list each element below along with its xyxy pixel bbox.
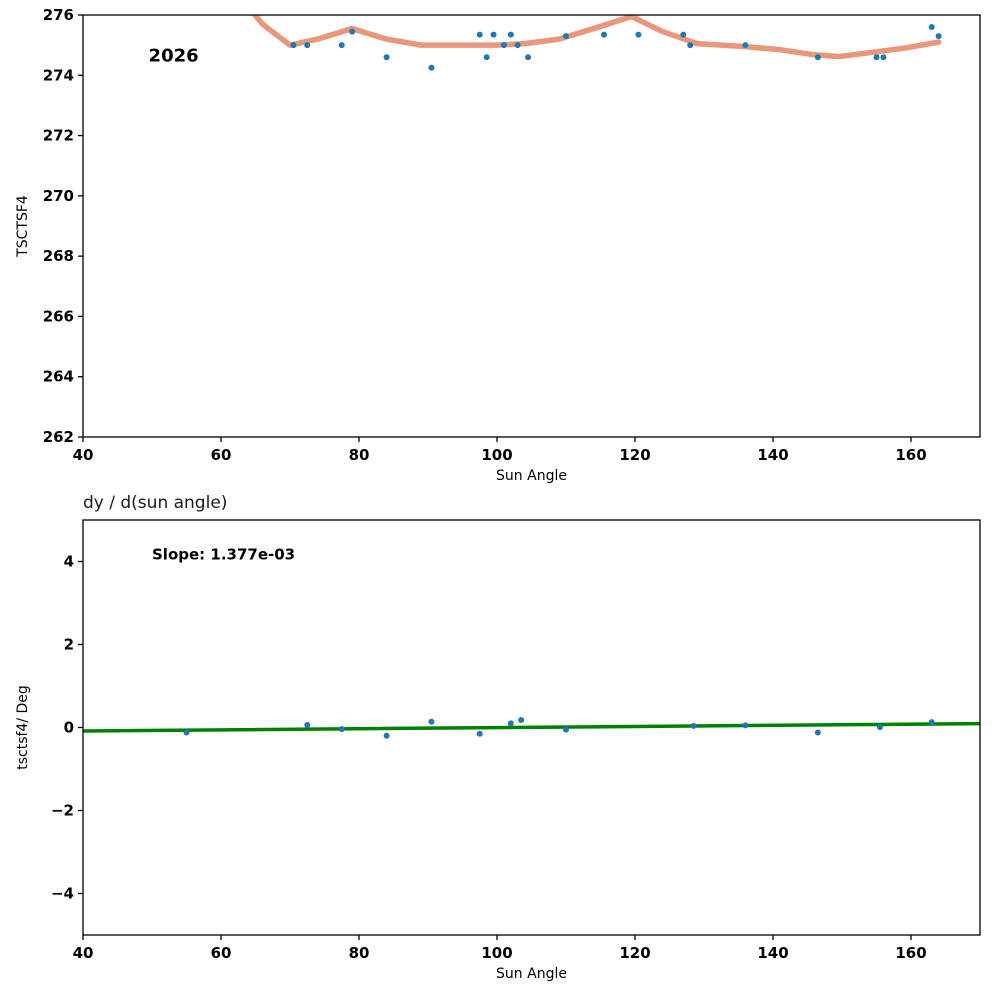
y-tick-label: 266 — [43, 307, 74, 325]
data-point — [338, 42, 345, 49]
y-tick-label: 2 — [64, 636, 74, 654]
y-tick-label: 272 — [43, 127, 74, 145]
y-tick-label: 264 — [43, 368, 74, 386]
data-point — [880, 54, 887, 61]
data-point — [563, 33, 569, 40]
data-point — [490, 31, 497, 38]
trend-line — [251, 15, 942, 60]
tsctsf4-points — [290, 24, 942, 71]
data-point — [563, 726, 569, 733]
data-point — [514, 42, 521, 49]
y-tick-label: 4 — [64, 553, 74, 571]
plot-area — [251, 15, 942, 71]
annotation: Slope: 1.377e-03 — [152, 545, 295, 563]
chart-title: dy / d(sun angle) — [83, 493, 227, 513]
plot-area — [83, 717, 980, 739]
x-tick-label: 120 — [619, 944, 650, 962]
data-point — [742, 722, 749, 729]
top-chart: 40 60 80 100 120 140 160 262 264 266 268 270 272 274 2… — [15, 6, 981, 484]
data-point — [290, 42, 297, 49]
x-axis-label: Sun Angle — [496, 468, 567, 484]
derivative-points — [183, 717, 935, 739]
data-point — [383, 732, 390, 739]
data-point — [383, 54, 390, 61]
x-tick-label: 100 — [481, 446, 512, 464]
x-axis-label: Sun Angle — [496, 966, 567, 982]
x-tick-label: 40 — [73, 944, 94, 962]
annotation: 2026 — [149, 46, 199, 67]
data-point — [600, 31, 607, 38]
data-point — [814, 54, 821, 61]
data-point — [304, 42, 311, 49]
data-point — [428, 64, 435, 71]
data-point — [349, 28, 356, 35]
data-point — [690, 722, 697, 729]
y-axis-label: tsctsf4/ Deg — [15, 685, 31, 770]
data-point — [873, 54, 880, 61]
y-tick-label: 268 — [43, 247, 74, 265]
x-tick-label: 80 — [349, 944, 370, 962]
y-tick-label: 262 — [43, 428, 74, 446]
data-point — [935, 33, 942, 40]
data-point — [525, 54, 532, 61]
data-point — [476, 31, 483, 38]
x-tick-label: 60 — [211, 446, 232, 464]
y-tick-label: −2 — [51, 802, 74, 820]
data-point — [928, 24, 935, 31]
data-point — [483, 54, 490, 61]
x-tick-label: 140 — [757, 446, 788, 464]
data-point — [338, 726, 345, 733]
data-point — [680, 31, 687, 38]
x-tick-label: 60 — [211, 944, 232, 962]
x-tick-label: 160 — [895, 944, 926, 962]
data-point — [635, 31, 642, 38]
data-point — [507, 720, 514, 727]
data-point — [518, 717, 525, 724]
x-tick-label: 80 — [349, 446, 370, 464]
y-axis-label: TSCTSF4 — [15, 195, 31, 258]
data-point — [500, 42, 507, 49]
y-tick-label: −4 — [51, 885, 74, 903]
y-tick-label: 276 — [43, 6, 74, 24]
bottom-chart: 40 60 80 100 120 140 160 −4 −2 0 2 4 Sun Angle tsctsf… — [15, 493, 981, 982]
x-tick-label: 100 — [481, 944, 512, 962]
fit-line — [83, 721, 980, 733]
data-point — [476, 730, 483, 737]
y-tick-label: 0 — [64, 719, 74, 737]
data-point — [507, 31, 514, 38]
y-tick-label: 270 — [43, 187, 74, 205]
plot-border — [82, 14, 981, 438]
data-point — [742, 42, 749, 49]
data-point — [304, 722, 311, 729]
data-point — [814, 729, 821, 736]
data-point — [876, 724, 883, 731]
data-point — [428, 718, 435, 725]
data-point — [687, 42, 694, 49]
y-tick-label: 274 — [43, 66, 74, 84]
x-tick-label: 140 — [757, 944, 788, 962]
data-point — [928, 719, 935, 726]
x-tick-label: 120 — [619, 446, 650, 464]
x-tick-label: 40 — [73, 446, 94, 464]
x-tick-label: 160 — [895, 446, 926, 464]
data-point — [183, 729, 190, 736]
